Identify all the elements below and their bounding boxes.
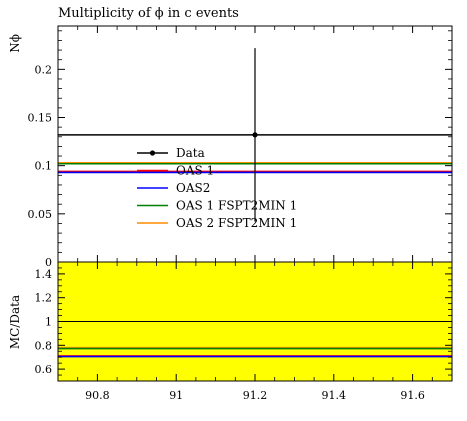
legend-label: OAS 1 FSPT2MIN 1 <box>176 199 297 213</box>
main-ytick-label: 0.15 <box>28 112 53 125</box>
xtick-label: 91.4 <box>322 389 347 402</box>
xtick-label: 90.8 <box>85 389 110 402</box>
main-ytick-label: 0.2 <box>35 63 53 76</box>
ratio-ytick-label: 1.4 <box>35 268 53 281</box>
main-ytick-label: 0.1 <box>35 160 53 173</box>
data-point <box>252 132 258 138</box>
ratio-ylabel: MC/Data <box>8 295 22 349</box>
main-ylabel: Nϕ <box>8 34 22 53</box>
legend-label: Data <box>176 146 205 160</box>
legend: Data OAS 1 OAS2 OAS 1 FSPT2MIN 1 OAS 2 FSPT2… <box>137 146 297 230</box>
ratio-panel: 0.6 0.8 1 1.2 1.4 <box>35 261 453 382</box>
x-axis: 90.8 91 91.2 91.4 91.6 <box>57 26 453 402</box>
legend-label: OAS2 <box>176 181 210 195</box>
ratio-ytick-label: 1 <box>45 316 52 329</box>
legend-label: OAS 2 FSPT2MIN 1 <box>176 216 297 230</box>
chart-title: Multiplicity of ϕ in c events <box>58 6 239 21</box>
legend-marker <box>149 150 156 156</box>
ratio-ytick-label: 0.8 <box>35 339 53 352</box>
xtick-label: 91 <box>169 389 183 402</box>
main-panel: 0 0.05 0.1 0.15 0.2 <box>28 25 453 269</box>
xtick-label: 91.6 <box>400 389 425 402</box>
ratio-ytick-label: 0.6 <box>35 363 53 376</box>
main-ytick-label: 0.05 <box>28 208 53 221</box>
xtick-label: 91.2 <box>243 389 268 402</box>
legend-label: OAS 1 <box>176 164 214 178</box>
main-ytick-label: 0 <box>45 256 52 269</box>
ratio-ytick-label: 1.2 <box>35 292 53 305</box>
